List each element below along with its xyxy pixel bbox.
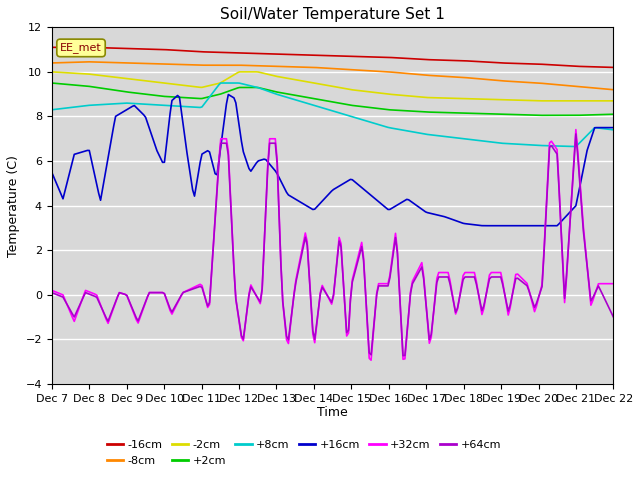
Text: EE_met: EE_met <box>60 42 102 53</box>
X-axis label: Time: Time <box>317 407 348 420</box>
Legend: -16cm, -8cm, -2cm, +2cm, +8cm, +16cm, +32cm, +64cm: -16cm, -8cm, -2cm, +2cm, +8cm, +16cm, +3… <box>102 436 506 470</box>
Title: Soil/Water Temperature Set 1: Soil/Water Temperature Set 1 <box>220 7 445 22</box>
Y-axis label: Temperature (C): Temperature (C) <box>7 155 20 257</box>
